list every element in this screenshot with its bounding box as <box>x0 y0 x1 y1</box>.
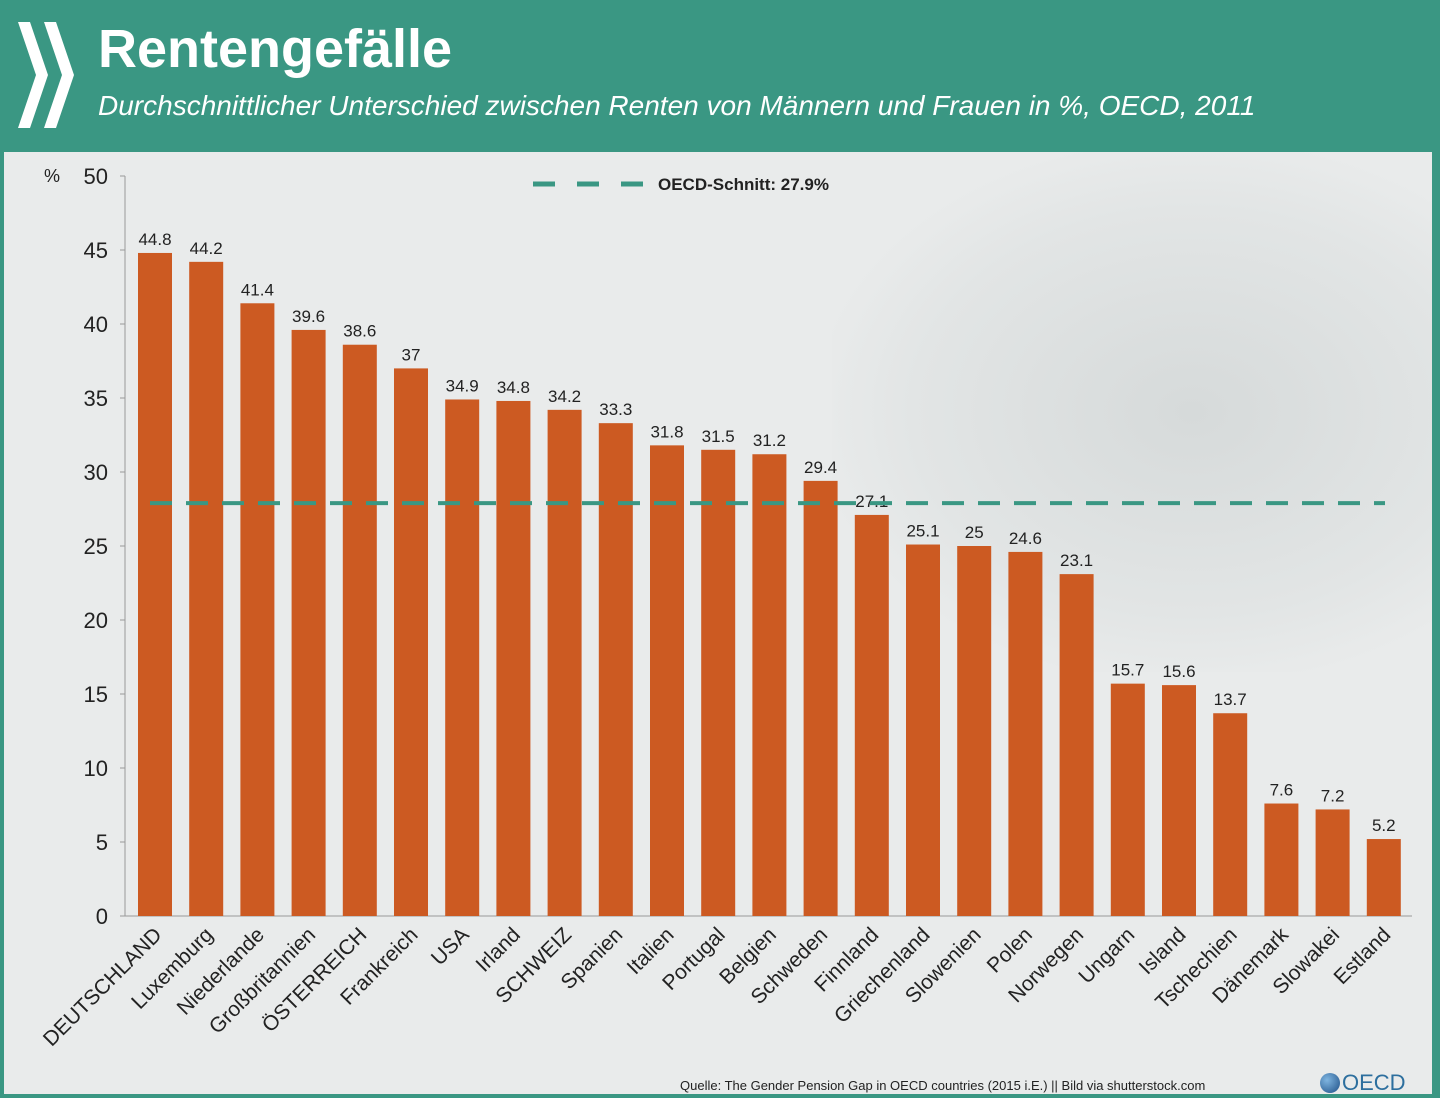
bar-Estland <box>1366 839 1401 916</box>
oecd-logo-text: OECD <box>1342 1070 1406 1095</box>
bar-Slowenien <box>957 546 992 916</box>
data-label: 39.6 <box>292 307 325 326</box>
data-label: 24.6 <box>1009 529 1042 548</box>
bar-Griechenland <box>906 544 940 916</box>
data-label: 29.4 <box>804 458 837 477</box>
bar-ÖSTERREICH <box>342 344 377 917</box>
bar-Ungarn <box>1110 683 1145 916</box>
y-tick-label: 35 <box>84 386 108 411</box>
y-axis-label: % <box>44 166 60 186</box>
data-label: 37 <box>402 345 421 364</box>
header: Rentengefälle Durchschnittlicher Untersc… <box>0 0 1440 150</box>
bar-SCHWEIZ <box>547 409 582 916</box>
y-tick-label: 15 <box>84 682 108 707</box>
data-label: 25 <box>965 523 984 542</box>
bar-Niederlande <box>240 303 275 916</box>
bar-Norwegen <box>1059 574 1094 916</box>
data-label: 7.6 <box>1270 781 1294 800</box>
bar-Portugal <box>701 449 736 916</box>
bar-Tschechien <box>1213 713 1248 916</box>
chart-subtitle: Durchschnittlicher Unterschied zwischen … <box>98 90 1256 121</box>
data-label: 15.6 <box>1162 662 1195 681</box>
data-label: 34.9 <box>446 376 479 395</box>
data-label: 38.6 <box>343 322 376 341</box>
y-tick-label: 50 <box>84 164 108 189</box>
y-tick-label: 45 <box>84 238 108 263</box>
data-label: 41.4 <box>241 280 274 299</box>
oecd-chevron-logo-icon <box>18 22 80 133</box>
chart-title: Rentengefälle <box>98 19 453 79</box>
data-label: 25.1 <box>906 522 939 541</box>
bar-Irland <box>496 400 531 917</box>
bar-Schweden <box>803 480 838 916</box>
y-tick-label: 40 <box>84 312 108 337</box>
data-label: 44.2 <box>190 239 223 258</box>
bar-Finnland <box>854 514 889 916</box>
bar-USA <box>445 399 480 917</box>
x-tick-label: Estland <box>1330 923 1396 989</box>
data-label: 5.2 <box>1372 816 1396 835</box>
bar-DEUTSCHLAND <box>138 252 172 916</box>
y-tick-label: 5 <box>96 830 108 855</box>
x-tick-label: USA <box>427 923 474 970</box>
bar-Belgien <box>752 454 787 916</box>
data-label: 23.1 <box>1060 551 1093 570</box>
bar-Polen <box>1008 551 1043 916</box>
y-tick-label: 30 <box>84 460 108 485</box>
data-label: 34.8 <box>497 378 530 397</box>
bar-Slowakei <box>1315 809 1350 916</box>
x-tick-label: Ungarn <box>1074 923 1139 988</box>
data-label: 13.7 <box>1214 690 1247 709</box>
bar-Island <box>1162 685 1196 916</box>
data-label: 31.8 <box>650 422 683 441</box>
y-tick-label: 20 <box>84 608 108 633</box>
bar-Italien <box>650 445 684 916</box>
y-tick-label: 0 <box>96 904 108 929</box>
bar-Luxemburg <box>189 261 224 917</box>
oecd-logo: OECD <box>1320 1070 1406 1096</box>
data-label: 7.2 <box>1321 786 1345 805</box>
data-label: 15.7 <box>1111 661 1144 680</box>
y-tick-label: 10 <box>84 756 108 781</box>
bar-Spanien <box>598 423 633 916</box>
source-note: Quelle: The Gender Pension Gap in OECD c… <box>680 1078 1206 1093</box>
globe-icon <box>1320 1073 1340 1093</box>
bar-Dänemark <box>1264 803 1299 916</box>
data-label: 31.2 <box>753 431 786 450</box>
legend-label: OECD-Schnitt: 27.9% <box>658 175 829 194</box>
y-tick-label: 25 <box>84 534 108 559</box>
bar-Großbritannien <box>291 329 326 916</box>
data-label: 34.2 <box>548 387 581 406</box>
data-label: 33.3 <box>599 400 632 419</box>
data-label: 31.5 <box>702 427 735 446</box>
bar-Frankreich <box>394 368 428 916</box>
data-label: 44.8 <box>138 230 171 249</box>
